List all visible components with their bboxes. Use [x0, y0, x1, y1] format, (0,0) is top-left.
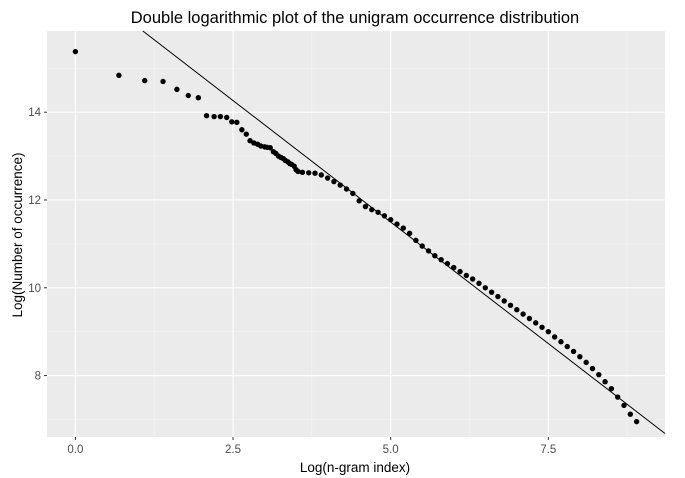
- x-axis: 0.0 2.5 5.0 7.5: [67, 437, 556, 456]
- data-point: [469, 276, 476, 282]
- data-point: [343, 186, 350, 192]
- data-point: [381, 213, 388, 219]
- data-point: [583, 359, 589, 366]
- data-point: [185, 92, 191, 99]
- data-point: [564, 343, 570, 350]
- data-point: [520, 311, 526, 317]
- data-point: [324, 175, 331, 181]
- x-tick-label: 0.0: [67, 444, 83, 456]
- data-point: [482, 285, 488, 291]
- data-point: [362, 203, 369, 210]
- data-point: [545, 328, 552, 335]
- data-point: [451, 264, 457, 271]
- data-point: [621, 402, 627, 409]
- y-tick-label: 14: [28, 107, 41, 119]
- data-point: [533, 320, 539, 326]
- data-point: [203, 113, 210, 119]
- data-point: [217, 113, 224, 120]
- data-point: [602, 378, 608, 385]
- data-point: [551, 334, 558, 340]
- data-point: [318, 172, 325, 178]
- x-axis-label: Log(n-gram index): [300, 460, 410, 475]
- data-point: [539, 324, 545, 330]
- data-point: [229, 119, 235, 125]
- data-point: [596, 371, 602, 378]
- data-point: [72, 48, 79, 55]
- data-points: [72, 48, 640, 425]
- data-point: [174, 86, 180, 93]
- data-point: [295, 168, 301, 175]
- x-tick-label: 7.5: [540, 444, 556, 456]
- data-point: [195, 95, 202, 101]
- chart-title: Double logarithmic plot of the unigram o…: [131, 9, 579, 27]
- y-axis: 8 10 12 14: [28, 107, 47, 383]
- data-point: [558, 339, 564, 345]
- data-point: [570, 348, 577, 355]
- data-point: [413, 237, 419, 244]
- data-point: [224, 114, 230, 121]
- x-tick-label: 5.0: [383, 444, 399, 456]
- data-point: [239, 127, 245, 133]
- data-point: [160, 78, 166, 85]
- data-point: [495, 293, 501, 300]
- data-point: [514, 307, 520, 313]
- data-point: [142, 77, 148, 84]
- y-tick-label: 10: [28, 283, 41, 295]
- data-point: [331, 178, 337, 185]
- data-point: [306, 170, 312, 176]
- data-point: [457, 268, 463, 275]
- data-point: [526, 315, 533, 322]
- data-point: [608, 386, 615, 392]
- data-point: [211, 113, 217, 120]
- fit-line: [142, 30, 666, 434]
- data-point: [299, 169, 306, 176]
- data-point: [488, 289, 495, 295]
- data-point: [356, 198, 362, 204]
- data-point: [267, 145, 273, 151]
- data-point: [627, 411, 634, 417]
- data-point: [312, 170, 318, 176]
- data-point: [234, 119, 240, 125]
- grid-major: [47, 31, 665, 437]
- data-point: [589, 365, 596, 372]
- y-tick-label: 8: [35, 371, 41, 383]
- data-point: [438, 256, 444, 263]
- data-point: [501, 298, 507, 304]
- data-point: [406, 230, 413, 237]
- data-point: [116, 72, 122, 79]
- data-point: [577, 353, 583, 360]
- x-tick-label: 2.5: [225, 444, 241, 456]
- data-point: [463, 272, 470, 279]
- data-point: [400, 225, 406, 231]
- y-axis-label: Log(Number of occurrence): [10, 152, 25, 317]
- data-point: [243, 131, 249, 137]
- grid-minor: [47, 31, 665, 437]
- y-tick-label: 12: [28, 195, 41, 207]
- data-point: [633, 418, 640, 425]
- plot-panel: [47, 31, 665, 437]
- data-point: [476, 280, 482, 287]
- data-point: [507, 302, 514, 309]
